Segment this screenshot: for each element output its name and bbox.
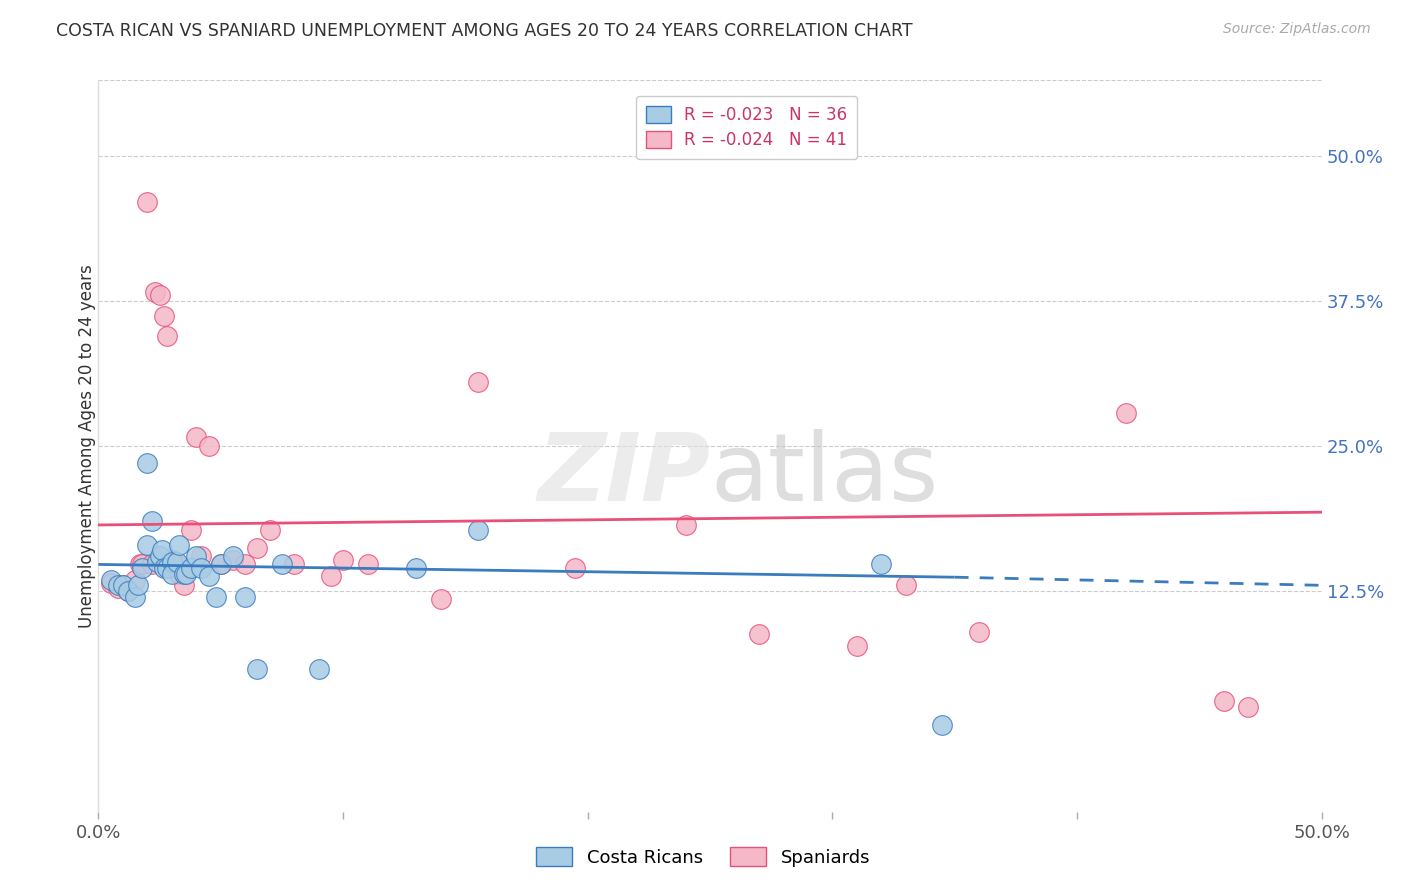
Text: atlas: atlas (710, 429, 938, 521)
Point (180, 561, 202, 575)
Point (111, 578, 134, 592)
Point (283, 558, 305, 572)
Point (233, 558, 256, 572)
Point (136, 195, 159, 210)
Point (153, 561, 176, 575)
Legend: R = -0.023   N = 36, R = -0.024   N = 41: R = -0.023 N = 36, R = -0.024 N = 41 (636, 96, 858, 159)
Point (209, 558, 232, 572)
Point (173, 566, 195, 581)
Point (894, 578, 917, 592)
Point (129, 558, 152, 572)
Point (127, 578, 149, 592)
Point (270, 558, 294, 572)
Point (167, 538, 190, 552)
Y-axis label: Unemployment Among Ages 20 to 24 years: Unemployment Among Ages 20 to 24 years (79, 264, 96, 628)
Point (748, 627, 770, 641)
Point (308, 662, 330, 676)
Point (190, 549, 212, 564)
Point (467, 375, 489, 389)
Point (209, 558, 232, 572)
Point (173, 578, 195, 592)
Point (176, 566, 198, 581)
Point (186, 430, 208, 444)
Point (405, 561, 427, 575)
Point (845, 639, 868, 653)
Point (153, 309, 176, 323)
Point (259, 523, 281, 537)
Point (430, 592, 453, 607)
Point (167, 566, 190, 581)
Point (111, 578, 134, 592)
Point (870, 558, 893, 572)
Text: Source: ZipAtlas.com: Source: ZipAtlas.com (1223, 22, 1371, 37)
Point (222, 549, 245, 564)
Point (136, 538, 159, 552)
Point (1115, 407, 1137, 421)
Point (319, 569, 342, 583)
Text: ZIP: ZIP (537, 429, 710, 521)
Point (100, 576, 122, 591)
Point (149, 288, 172, 302)
Point (186, 549, 208, 564)
Point (117, 584, 139, 599)
Point (160, 566, 183, 581)
Point (166, 558, 188, 572)
Point (107, 581, 129, 595)
Point (131, 558, 153, 572)
Point (131, 561, 153, 575)
Point (967, 624, 990, 639)
Text: COSTA RICAN VS SPANIARD UNEMPLOYMENT AMONG AGES 20 TO 24 YEARS CORRELATION CHART: COSTA RICAN VS SPANIARD UNEMPLOYMENT AMO… (56, 22, 912, 40)
Point (117, 584, 139, 599)
Point (107, 578, 129, 592)
Point (143, 285, 166, 299)
Point (675, 518, 697, 533)
Point (149, 549, 172, 564)
Point (166, 555, 188, 569)
Point (160, 553, 183, 567)
Point (246, 541, 269, 556)
Point (233, 590, 256, 604)
Point (1212, 694, 1234, 708)
Point (150, 543, 173, 558)
Point (124, 590, 146, 604)
Point (222, 553, 245, 567)
Point (246, 662, 269, 676)
Point (205, 590, 228, 604)
Point (197, 439, 219, 453)
Point (467, 523, 489, 537)
Point (332, 553, 354, 567)
Point (146, 555, 169, 569)
Point (180, 523, 202, 537)
Point (141, 558, 163, 572)
Point (136, 457, 159, 471)
Point (564, 561, 586, 575)
Point (160, 555, 183, 569)
Legend: Costa Ricans, Spaniards: Costa Ricans, Spaniards (529, 840, 877, 874)
Point (124, 573, 146, 587)
Point (1237, 700, 1260, 714)
Point (931, 717, 953, 731)
Point (100, 573, 122, 587)
Point (156, 328, 179, 343)
Point (156, 561, 179, 575)
Point (190, 561, 212, 575)
Point (356, 558, 378, 572)
Point (141, 515, 163, 529)
Point (197, 569, 219, 583)
